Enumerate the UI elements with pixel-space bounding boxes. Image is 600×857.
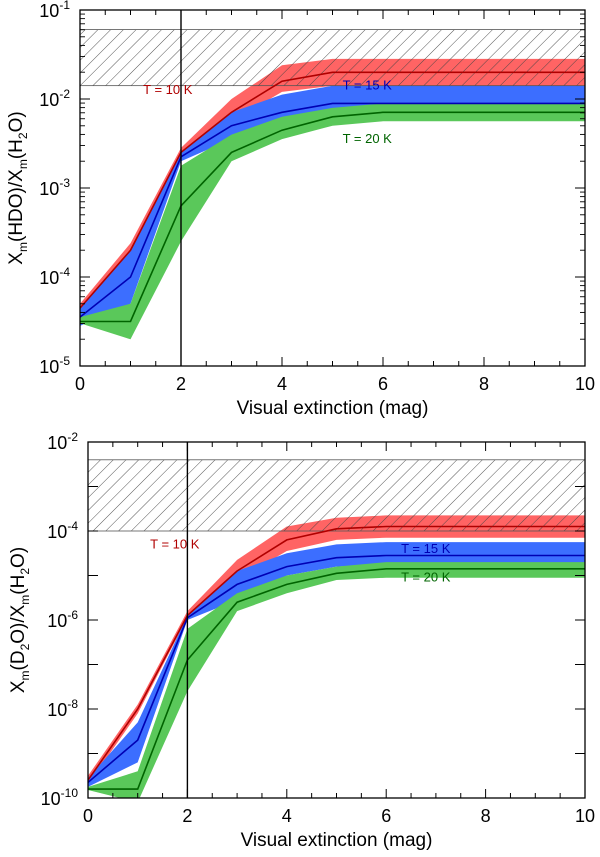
band-20k bbox=[88, 562, 585, 798]
y-tick-label: 10-8 bbox=[47, 697, 78, 720]
y-axis-label: Xm(HDO)/Xm(H2O) bbox=[6, 111, 30, 264]
band-10k bbox=[80, 58, 585, 318]
line-10k bbox=[88, 525, 585, 781]
chart-panel-hdo: T = 10 K T = 15 K T = 20 K 0 2 4 6 8 10 10-5 10-4 1… bbox=[6, 0, 595, 419]
series-label: T = 10 K bbox=[150, 536, 200, 551]
x-tick-label: 10 bbox=[575, 806, 595, 826]
x-tick-label: 10 bbox=[575, 374, 595, 394]
series-label: T = 20 K bbox=[401, 570, 451, 585]
line-15k bbox=[88, 554, 585, 784]
x-tick-label: 2 bbox=[176, 374, 186, 394]
observed-range-hatch bbox=[88, 459, 585, 532]
y-tick-label: 10-6 bbox=[47, 608, 78, 631]
x-axis-label: Visual extinction (mag) bbox=[241, 830, 433, 851]
chart-panel-d2o: T = 10 K T = 15 K T = 20 K 0 2 4 6 8 10 10-10 10-8… bbox=[8, 430, 595, 851]
line-20k bbox=[88, 567, 585, 790]
y-tick-label: 10-10 bbox=[41, 786, 79, 809]
series-label: T = 10 K bbox=[143, 82, 193, 97]
y-tick-label: 10-5 bbox=[39, 354, 70, 377]
x-axis-label: Visual extinction (mag) bbox=[237, 398, 429, 419]
x-tick-label: 6 bbox=[381, 806, 391, 826]
y-tick-label: 10-2 bbox=[47, 430, 78, 453]
x-tick-label: 0 bbox=[75, 374, 85, 394]
y-tick-label: 10-4 bbox=[39, 265, 70, 288]
plot-area bbox=[80, 29, 585, 340]
x-tick-label: 8 bbox=[479, 374, 489, 394]
x-tick-label: 6 bbox=[378, 374, 388, 394]
plot-area bbox=[88, 459, 585, 798]
line-20k bbox=[80, 111, 585, 323]
y-tick-label: 10-4 bbox=[47, 519, 78, 542]
y-axis-label: Xm(D2O)/Xm(H2O) bbox=[8, 547, 32, 693]
series-label: T = 15 K bbox=[401, 541, 451, 556]
observed-range-hatch bbox=[80, 29, 585, 87]
y-tick-label: 10-3 bbox=[39, 176, 70, 199]
band-15k bbox=[80, 85, 585, 326]
x-tick-label: 0 bbox=[83, 806, 93, 826]
y-tick-label: 10-1 bbox=[39, 0, 70, 21]
series-label: T = 20 K bbox=[343, 131, 393, 146]
x-tick-label: 4 bbox=[282, 806, 292, 826]
band-20k bbox=[80, 103, 585, 340]
series-label: T = 15 K bbox=[343, 78, 393, 93]
y-tick-label: 10-2 bbox=[39, 87, 70, 110]
band-15k bbox=[88, 542, 585, 787]
line-15k bbox=[80, 102, 585, 318]
x-tick-label: 2 bbox=[182, 806, 192, 826]
line-10k bbox=[80, 71, 585, 309]
x-tick-label: 8 bbox=[481, 806, 491, 826]
x-tick-label: 4 bbox=[277, 374, 287, 394]
